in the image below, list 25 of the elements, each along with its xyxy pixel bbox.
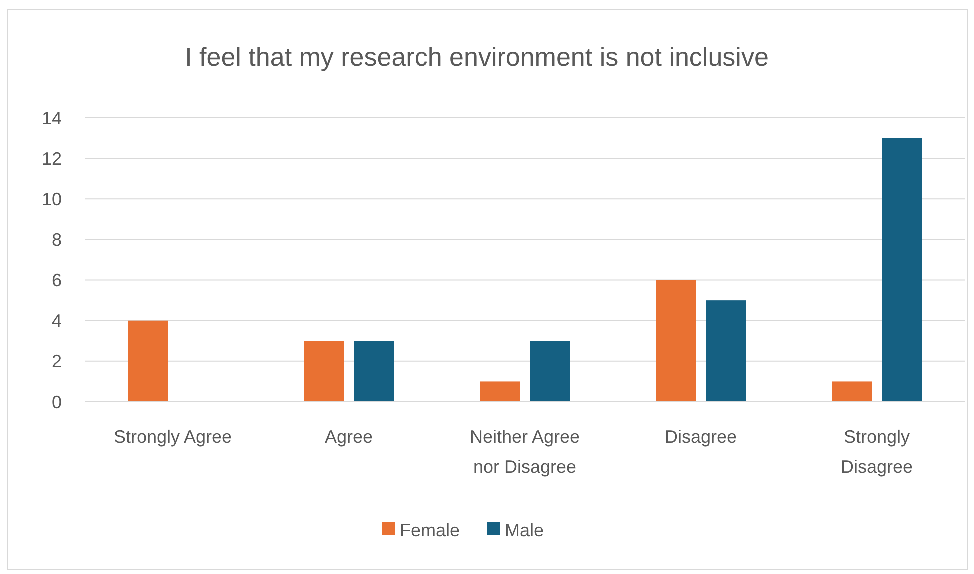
x-tick-label: Strongly Agree — [114, 427, 232, 447]
y-tick-label: 2 — [52, 352, 62, 372]
bar — [530, 341, 570, 402]
legend-label: Male — [505, 520, 544, 540]
bar — [480, 382, 520, 402]
y-tick-label: 4 — [52, 311, 62, 332]
bar — [706, 300, 746, 402]
y-tick-label: 10 — [42, 189, 62, 210]
bar — [656, 280, 696, 402]
x-tick-label: Disagree — [664, 427, 738, 447]
y-tick-label: 6 — [52, 270, 62, 291]
y-tick-label: 12 — [42, 148, 62, 169]
x-tick-label: Agree — [324, 427, 374, 447]
bar — [128, 320, 168, 402]
x-tick-label: Strongly Disagree — [840, 427, 914, 477]
bar — [832, 382, 872, 402]
bar — [354, 341, 394, 402]
bar — [882, 138, 922, 402]
chart-title: I feel that my research environment is not inclusive — [185, 42, 769, 72]
y-tick-label: 0 — [52, 392, 62, 412]
legend-label: Female — [400, 520, 460, 540]
y-tick-label: 8 — [52, 230, 62, 250]
bar — [304, 341, 344, 402]
y-tick-label: 14 — [42, 108, 62, 128]
x-tick-label: Neither Agree nor Disagree — [470, 427, 580, 477]
